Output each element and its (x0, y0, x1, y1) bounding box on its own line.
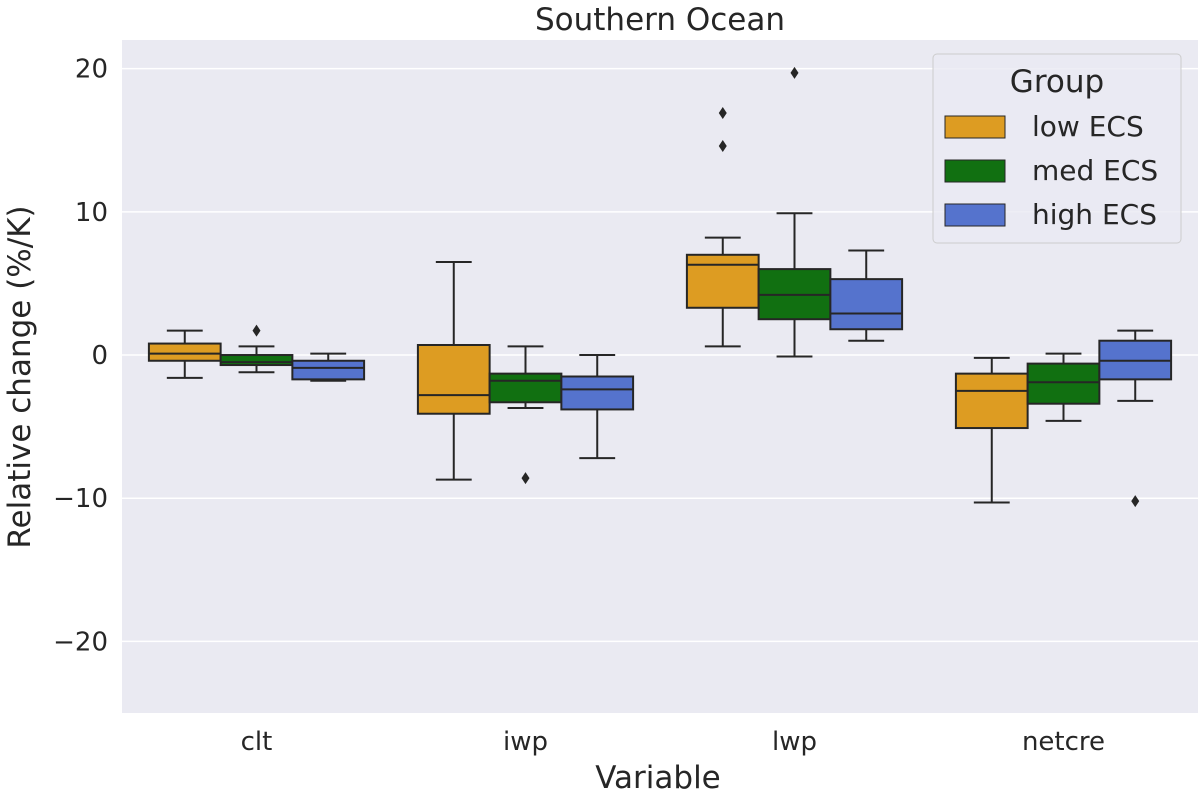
x-tick-label: clt (241, 727, 273, 757)
box (147, 342, 222, 362)
box (829, 278, 904, 331)
x-tick-label: iwp (503, 727, 548, 757)
box-clt-2 (291, 352, 366, 382)
legend: Group low ECS med ECS high ECS (932, 53, 1182, 244)
box (416, 343, 491, 415)
outlier-point (718, 139, 727, 152)
x-axis-label: Variable (595, 760, 721, 796)
y-axis-label: Relative change (%/K) (2, 205, 38, 548)
x-tick-label: netcre (1022, 727, 1105, 757)
outlier-point (790, 66, 799, 79)
legend-swatch (944, 203, 1006, 227)
box-lwp-2 (829, 249, 904, 342)
legend-label: med ECS (1032, 154, 1158, 187)
box (560, 375, 635, 411)
legend-swatch (944, 159, 1006, 183)
outlier-point (252, 324, 261, 337)
legend-label: low ECS (1032, 110, 1144, 143)
box (488, 372, 563, 404)
box (291, 359, 366, 381)
box (219, 354, 294, 367)
box-iwp-2 (560, 354, 635, 460)
box-netcre-0 (954, 356, 1029, 504)
legend-label: high ECS (1032, 198, 1157, 231)
box (954, 372, 1029, 430)
legend-frame (932, 53, 1182, 244)
chart-title: Southern Ocean (535, 2, 785, 38)
y-tick-label: −20 (53, 627, 108, 657)
outlier-point (718, 107, 727, 120)
box (685, 253, 760, 309)
legend-title: Group (1010, 64, 1104, 100)
y-tick-label: 20 (75, 55, 108, 85)
box-netcre-1 (1026, 352, 1101, 422)
y-tick-label: 10 (75, 198, 108, 228)
box (1026, 362, 1101, 405)
y-tick-label: 0 (91, 341, 108, 371)
x-tick-label: lwp (772, 727, 817, 757)
box-lwp-1 (757, 66, 832, 358)
legend-swatch (944, 115, 1006, 139)
outlier-point (521, 472, 530, 485)
y-tick-label: −10 (53, 484, 108, 514)
box-clt-0 (147, 329, 222, 379)
box-iwp-0 (416, 260, 491, 481)
outlier-point (1131, 495, 1140, 508)
box-lwp-0 (685, 107, 760, 348)
box-netcre-2 (1098, 329, 1173, 508)
